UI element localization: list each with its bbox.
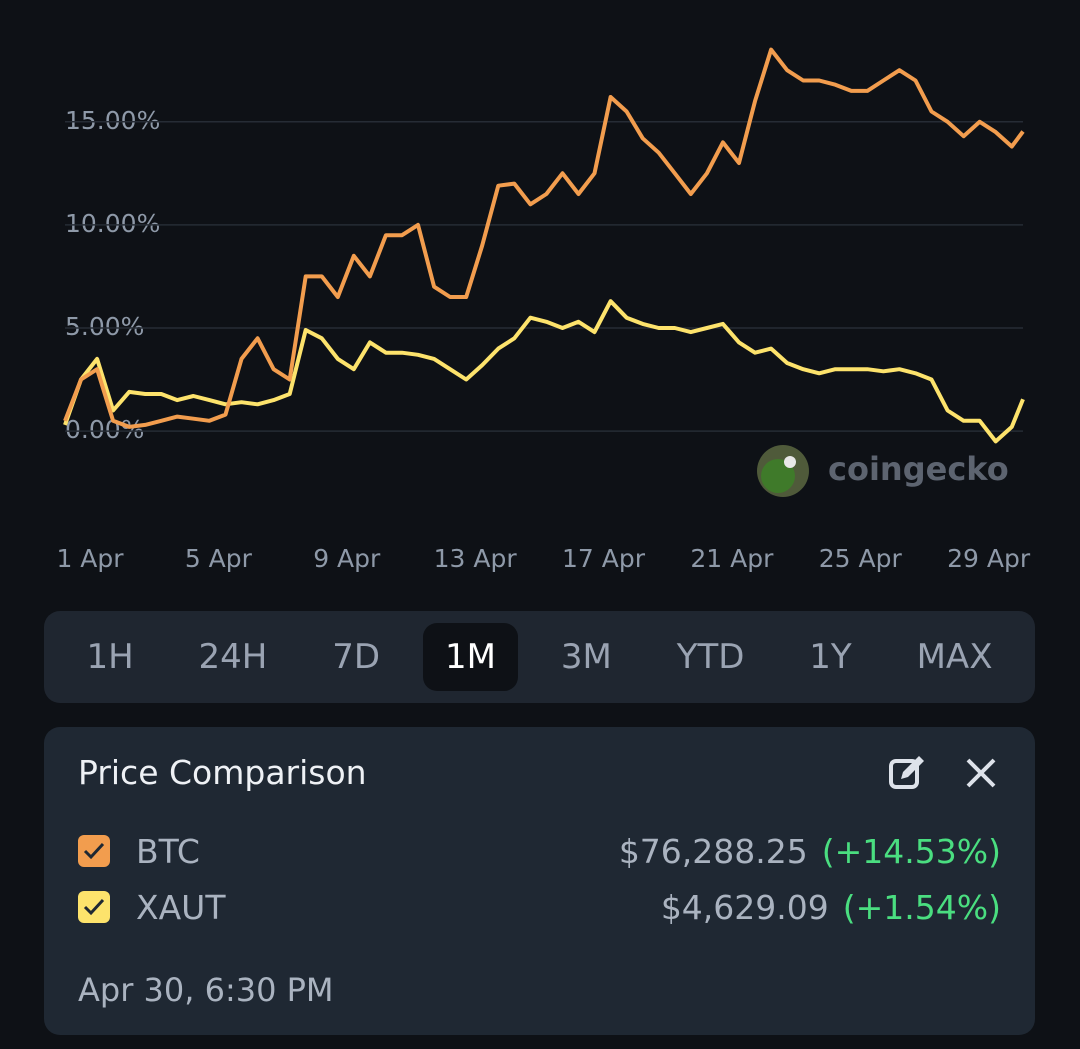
card-title: Price Comparison	[78, 753, 367, 792]
x-tick-label: 1 Apr	[56, 544, 124, 573]
timeframe-button[interactable]: 1M	[422, 623, 518, 691]
timeframe-button[interactable]: YTD	[676, 637, 745, 677]
y-tick-label: 15.00%	[65, 106, 160, 135]
timeframe-selector: 1H 24H 7D 1M 3M YTD 1Y MAX	[44, 611, 1035, 703]
timeframe-button[interactable]: MAX	[916, 637, 993, 677]
y-tick-label: 5.00%	[65, 312, 144, 341]
x-tick-label: 29 Apr	[947, 544, 1031, 573]
watermark-logo	[757, 445, 809, 497]
series-name: XAUT	[136, 887, 226, 927]
timeframe-button[interactable]: 3M	[560, 637, 612, 677]
y-tick-label: 0.00%	[65, 415, 144, 444]
line-series	[63, 299, 1025, 444]
x-tick-label: 9 Apr	[313, 544, 381, 573]
timeframe-button[interactable]: 1H	[86, 637, 134, 677]
x-tick-label: 25 Apr	[819, 544, 903, 573]
edit-icon[interactable]	[887, 753, 927, 793]
comparison-row: XAUT $4,629.09 (+1.54%)	[78, 885, 1001, 929]
price: $4,629.09	[660, 887, 829, 927]
series-name: BTC	[136, 831, 200, 871]
comparison-card: Price Comparison BTC $76,288.25 (+14.53%) X…	[44, 727, 1035, 1035]
checkbox[interactable]	[78, 835, 110, 867]
x-tick-label: 5 Apr	[185, 544, 253, 573]
x-tick-label: 17 Apr	[562, 544, 646, 573]
price: $76,288.25	[618, 831, 808, 871]
chart: 0.00% 5.00% 10.00% 15.00% 1 Apr 5 Apr 9 Apr 13 …	[56, 47, 1031, 573]
change: (+1.54%)	[842, 887, 1001, 927]
checkbox[interactable]	[78, 891, 110, 923]
timestamp: Apr 30, 6:30 PM	[78, 971, 334, 1009]
line-series	[63, 47, 1025, 429]
timeframe-button[interactable]: 7D	[332, 637, 381, 677]
x-tick-label: 13 Apr	[434, 544, 518, 573]
close-icon[interactable]	[964, 756, 1000, 792]
check-mark	[83, 842, 105, 860]
x-tick-label: 21 Apr	[690, 544, 774, 573]
check-mark	[83, 898, 105, 916]
change: (+14.53%)	[821, 831, 1001, 871]
timeframe-button[interactable]: 24H	[198, 637, 268, 677]
watermark: coingecko	[828, 450, 1009, 488]
comparison-row: BTC $76,288.25 (+14.53%)	[78, 829, 1001, 873]
y-tick-label: 10.00%	[65, 209, 160, 238]
timeframe-button[interactable]: 1Y	[809, 637, 852, 677]
